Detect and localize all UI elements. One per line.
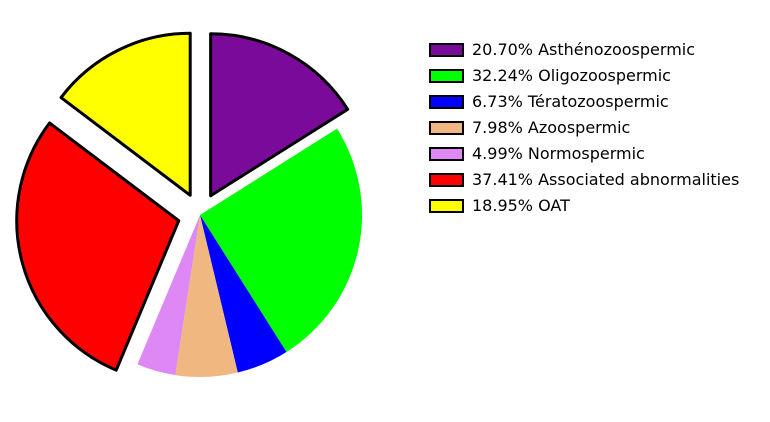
legend-label: 4.99% Normospermic [472,144,645,163]
legend-value: 20.70% [472,40,533,59]
legend-swatch [429,121,464,135]
pie-slice [200,215,287,373]
legend-name: Oligozoospermic [538,66,671,85]
legend-swatch [429,173,464,187]
pie-slice [15,121,181,372]
legend-swatch [429,69,464,83]
pie-slice [175,215,238,378]
legend-name: OAT [538,196,570,215]
legend-label: 6.73% Tératozoospermic [472,92,669,111]
legend-label: 32.24% Oligozoospermic [472,66,671,85]
legend-value: 6.73% [472,92,523,111]
legend-name: Tératozoospermic [527,92,669,111]
legend-name: Normospermic [528,144,645,163]
legend-name: Associated abnormalities [538,170,739,189]
legend-name: Asthénozoospermic [538,40,695,59]
legend-value: 32.24% [472,66,533,85]
legend-swatch [429,199,464,213]
pie-slice [209,32,350,198]
legend-swatch [429,95,464,109]
pie-slice [137,215,200,376]
legend-label: 37.41% Associated abnormalities [472,170,739,189]
legend-label: 20.70% Asthénozoospermic [472,40,695,59]
legend-label: 18.95% OAT [472,196,570,215]
legend-swatch [429,147,464,161]
legend-value: 37.41% [472,170,533,189]
pie-slice [59,31,192,197]
legend-swatch [429,43,464,57]
legend-name: Azoospermic [528,118,630,137]
legend-value: 18.95% [472,196,533,215]
legend-value: 4.99% [472,144,523,163]
legend-value: 7.98% [472,118,523,137]
legend-label: 7.98% Azoospermic [472,118,630,137]
pie-slice [200,128,363,352]
